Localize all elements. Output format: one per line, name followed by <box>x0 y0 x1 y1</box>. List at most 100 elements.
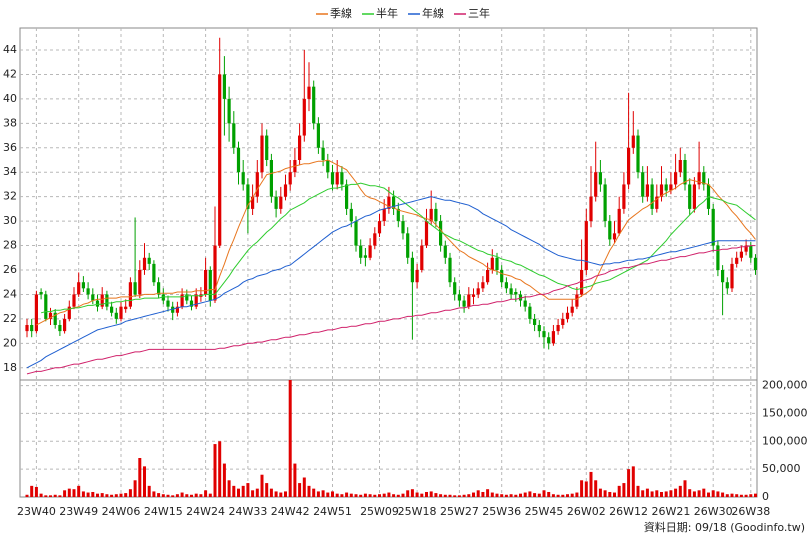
candle-body <box>518 294 523 301</box>
volume-bar <box>439 494 443 497</box>
volume-bar <box>636 485 640 497</box>
volume-bar <box>246 483 250 497</box>
volume-bar <box>410 489 414 497</box>
volume-bar <box>166 494 170 497</box>
volume-bar <box>566 494 569 497</box>
candle-body <box>39 292 43 295</box>
x-tick-label: 25W36 <box>482 505 521 518</box>
candle-body <box>251 196 255 209</box>
volume-bar <box>86 492 90 497</box>
volume-bar <box>392 494 396 497</box>
volume-bar <box>368 494 372 497</box>
candle-body <box>608 221 612 240</box>
candle-body <box>377 221 382 234</box>
candle-body <box>509 288 513 295</box>
volume-bar <box>711 490 715 497</box>
volume-bar <box>495 493 499 497</box>
x-tick-label: 26W12 <box>609 505 648 518</box>
candle-body <box>688 184 692 209</box>
volume-bar <box>171 495 175 497</box>
volume-bar <box>180 492 184 497</box>
candle-body <box>711 208 715 246</box>
candle-body <box>424 221 429 246</box>
volume-bar <box>580 480 584 497</box>
y-tick-label: 18 <box>3 361 17 374</box>
volume-bar <box>749 494 753 497</box>
candle-body <box>410 257 414 283</box>
candle-body <box>528 306 532 319</box>
candle-body <box>48 312 53 319</box>
candle-body <box>753 257 758 270</box>
volume-bar <box>514 494 518 497</box>
volume-bar <box>81 491 85 497</box>
candle-body <box>730 263 734 289</box>
volume-bar <box>378 494 381 497</box>
volume-bar <box>269 488 273 497</box>
candle-body <box>128 282 132 307</box>
y-tick-label: 28 <box>3 239 17 252</box>
volume-bar <box>744 494 748 497</box>
volume-bar <box>335 493 339 497</box>
y-tick-label: 22 <box>3 312 17 325</box>
x-tick-label: 24W24 <box>186 505 225 518</box>
y2-tick-label: 0 <box>762 490 769 503</box>
volume-bar <box>716 491 720 497</box>
candle-body <box>627 147 631 185</box>
volume-bar <box>453 495 457 497</box>
volume-bar <box>486 489 490 497</box>
candle-body <box>363 255 367 258</box>
volume-bar <box>542 490 546 497</box>
volume-bar <box>570 493 574 497</box>
candle-body <box>650 184 654 209</box>
volume-bar <box>598 488 602 497</box>
y-tick-label: 36 <box>3 141 17 154</box>
volume-bar <box>128 489 132 497</box>
volume-bar <box>429 491 433 497</box>
candle-body <box>462 300 466 307</box>
volume-bar <box>72 489 76 497</box>
volume-bar <box>30 485 34 497</box>
candle-body <box>44 294 48 319</box>
candle-body <box>547 337 551 344</box>
volume-bar <box>284 491 287 497</box>
candle-body <box>537 325 541 332</box>
volume-bar <box>67 488 71 497</box>
y-tick-label: 20 <box>3 336 17 349</box>
volume-bar <box>725 494 729 497</box>
candle-body <box>218 74 222 246</box>
candle-body <box>119 306 123 319</box>
volume-bar <box>608 491 612 497</box>
candle-body <box>514 292 518 295</box>
candle-body <box>575 294 579 307</box>
y2-tick-label: 200,000 <box>762 379 808 392</box>
volume-bar <box>293 463 297 497</box>
candle-body <box>265 135 269 160</box>
candle-body <box>359 245 363 258</box>
candle-body <box>382 208 386 222</box>
plot-frame <box>19 27 758 498</box>
candle-body <box>749 245 753 258</box>
candle-body <box>565 312 570 319</box>
candle-body <box>589 196 593 222</box>
candle-body <box>655 196 659 209</box>
volume-bar <box>147 485 151 497</box>
volume-bar <box>584 481 588 497</box>
volume-bar <box>63 490 67 497</box>
volume-bar <box>528 491 532 497</box>
volume-bar <box>692 491 696 497</box>
candle-body <box>373 233 377 246</box>
volume-bar <box>331 491 334 497</box>
candle-body <box>415 270 419 283</box>
y-tick-label: 42 <box>3 67 17 80</box>
volume-bar <box>533 493 537 497</box>
candle-body <box>490 257 494 270</box>
volume-bar <box>702 488 706 497</box>
candle-body <box>735 257 739 264</box>
volume-bar <box>265 483 269 497</box>
candle-body <box>349 208 353 222</box>
volume-bar <box>613 492 616 497</box>
candle-body <box>556 325 560 332</box>
volume-bar <box>561 494 565 497</box>
candle-body <box>232 123 236 148</box>
candle-body <box>443 245 447 258</box>
